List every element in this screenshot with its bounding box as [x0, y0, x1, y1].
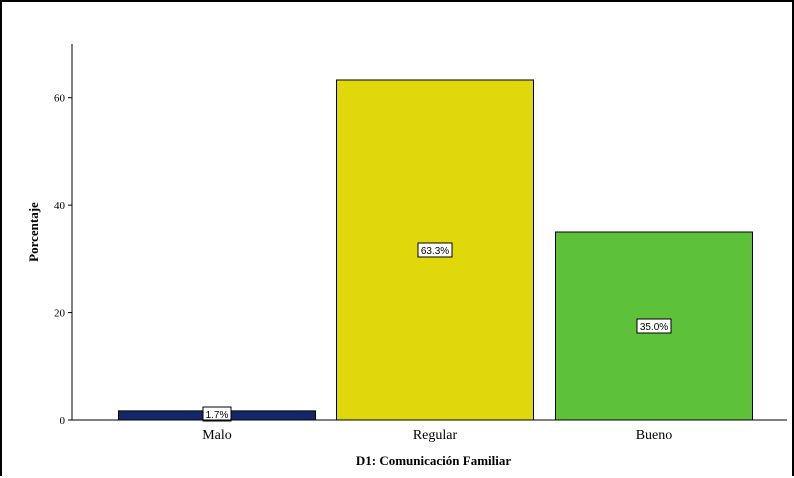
x-category-label: Malo [202, 428, 232, 443]
x-category-label: Regular [413, 428, 458, 443]
data-label: 1.7% [202, 406, 232, 422]
data-label: 35.0% [636, 318, 672, 334]
data-label: 63.3% [417, 242, 453, 258]
x-category-label: Bueno [636, 428, 673, 443]
x-axis-title: D1: Comunicación Familiar [356, 453, 511, 468]
data-label-box [202, 406, 232, 422]
data-label-text: 1.7% [206, 410, 229, 421]
y-tick-label: 40 [54, 200, 66, 212]
y-tick-label: 60 [54, 93, 66, 105]
data-labels: 1.7% 63.3% 35.0% [202, 242, 672, 422]
x-axis-categories: Malo Regular Bueno [202, 428, 672, 443]
data-label-box [417, 242, 453, 258]
bars [118, 79, 753, 421]
data-label-text: 35.0% [640, 322, 668, 333]
y-axis-ticks: 0 20 40 60 [54, 93, 72, 427]
y-axis-title: Porcentaje [26, 202, 41, 262]
y-tick-label: 0 [60, 415, 66, 427]
data-label-text: 63.3% [421, 246, 449, 257]
y-tick-label: 20 [54, 308, 66, 320]
data-label-box [636, 318, 672, 334]
